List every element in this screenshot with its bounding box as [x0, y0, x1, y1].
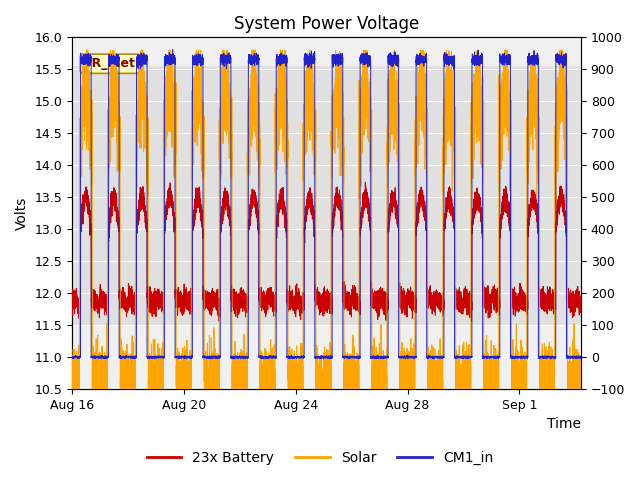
Legend: 23x Battery, Solar, CM1_in: 23x Battery, Solar, CM1_in [141, 445, 499, 471]
Text: VR_met: VR_met [83, 57, 136, 70]
Y-axis label: Volts: Volts [15, 196, 29, 230]
Title: System Power Voltage: System Power Voltage [234, 15, 419, 33]
X-axis label: Time: Time [547, 418, 581, 432]
Bar [72, 66, 581, 325]
